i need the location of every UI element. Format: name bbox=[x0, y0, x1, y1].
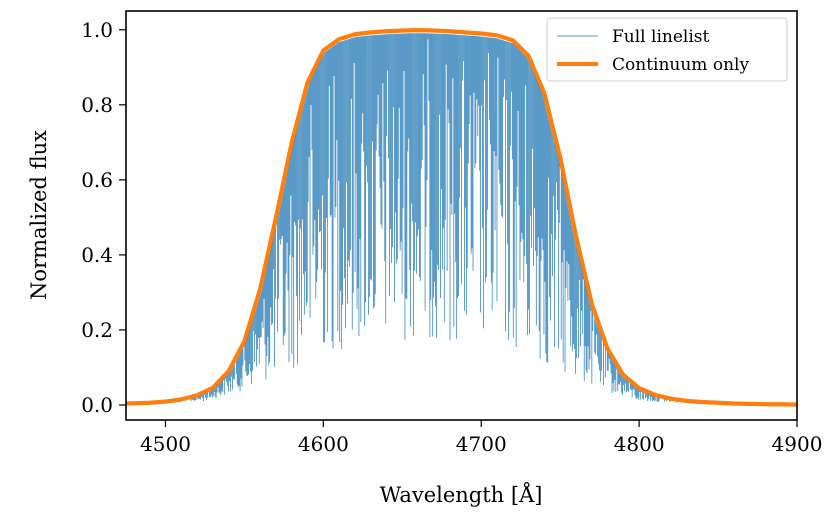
x-axis: 4500 4600 4700 4800 4900 bbox=[140, 420, 822, 456]
y-tick-label: 0.4 bbox=[81, 243, 113, 267]
y-tick-label: 1.0 bbox=[81, 18, 113, 42]
y-tick-label: 0.2 bbox=[81, 318, 113, 342]
series-continuum-only bbox=[126, 28, 797, 407]
x-tick-label: 4700 bbox=[456, 432, 507, 456]
legend-label-full-linelist: Full linelist bbox=[612, 27, 710, 47]
y-tick-label: 0.8 bbox=[81, 93, 113, 117]
plot-frame bbox=[125, 10, 798, 421]
x-tick-label: 4500 bbox=[140, 432, 191, 456]
legend-label-continuum-only: Continuum only bbox=[612, 55, 749, 75]
x-tick-label: 4900 bbox=[772, 432, 823, 456]
y-tick-label: 0.6 bbox=[81, 168, 113, 192]
legend: Full linelist Continuum only bbox=[546, 17, 788, 82]
legend-box bbox=[546, 17, 788, 82]
x-tick-label: 4800 bbox=[614, 432, 665, 456]
line-series-continuum-only bbox=[126, 28, 797, 407]
x-tick-label: 4600 bbox=[298, 432, 349, 456]
x-axis-label: Wavelength [Å] bbox=[380, 482, 543, 507]
y-axis: 0.0 0.2 0.4 0.6 0.8 1.0 bbox=[81, 18, 126, 417]
y-tick-label: 0.0 bbox=[81, 393, 113, 417]
y-axis-label: Normalized flux bbox=[27, 130, 51, 300]
